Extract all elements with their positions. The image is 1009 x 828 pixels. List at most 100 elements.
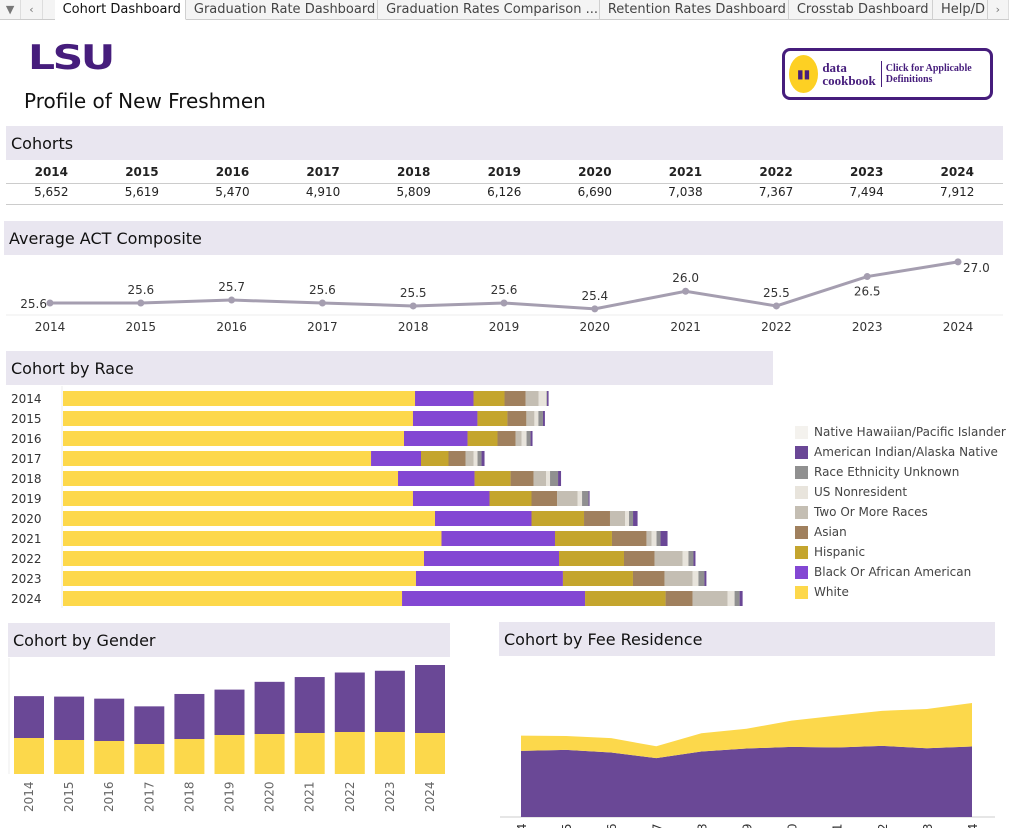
act-label-2018: 25.5 <box>400 286 427 300</box>
cohorts-header: Cohorts <box>6 126 1003 160</box>
race-y-tick-2017: 2017 <box>11 452 42 466</box>
gender-x-tick-2017: 2017 <box>142 781 156 812</box>
gender-x-tick-2023: 2023 <box>383 781 397 812</box>
race-bar-aian-2023 <box>704 571 707 586</box>
legend-label: White <box>814 585 849 599</box>
legend-item-two[interactable]: Two Or More Races <box>795 502 1006 522</box>
tab-crosstab[interactable]: Crosstab Dashboard <box>789 0 934 20</box>
race-y-tick-2015: 2015 <box>11 412 42 426</box>
legend-item-white[interactable]: White <box>795 582 1006 602</box>
tab-graduation-comparison[interactable]: Graduation Rates Comparison ... <box>378 0 600 20</box>
race-bar-nonres-2014 <box>538 391 547 406</box>
race-bar-hispanic-2023 <box>562 571 633 586</box>
cohort-count-2023: 7,494 <box>849 185 884 199</box>
race-bar-asian-2024 <box>665 591 693 606</box>
race-bar-nonres-2016 <box>521 431 527 446</box>
legend-item-aian[interactable]: American Indian/Alaska Native <box>795 442 1006 462</box>
cohort-count-2020: 6,690 <box>577 185 613 199</box>
tab-menu-icon[interactable]: ▼ <box>0 0 22 19</box>
race-bar-unknown-2016 <box>526 431 531 446</box>
gender-bar-purple-2019 <box>214 689 245 735</box>
race-bar-hispanic-2019 <box>489 491 532 506</box>
residence-area-chart: 2014 2015 2016 2017 2018 2019 2020 2021 2022 2023… <box>500 703 995 828</box>
residence-area-purple <box>521 745 972 817</box>
race-bar-nonres-2018 <box>546 471 551 486</box>
race-bar-aian-2024 <box>739 591 743 606</box>
race-bar-black-2019 <box>412 491 490 506</box>
legend-item-black[interactable]: Black Or African American <box>795 562 1006 582</box>
race-bar-white-2020 <box>63 511 436 526</box>
race-bar-asian-2017 <box>448 451 466 466</box>
legend-item-nonres[interactable]: US Nonresident <box>795 482 1006 502</box>
race-bar-two-2018 <box>533 471 547 486</box>
race-bar-asian-2020 <box>584 511 610 526</box>
legend-swatch <box>795 525 808 539</box>
legend-swatch <box>795 425 808 439</box>
race-bar-nonres-2015 <box>534 411 539 426</box>
race-bar-aian-2020 <box>633 511 638 526</box>
cohort-count-2024: 7,912 <box>940 185 975 199</box>
race-bar-asian-2023 <box>632 571 665 586</box>
race-y-tick-2023: 2023 <box>11 572 42 586</box>
gender-bar-purple-2014 <box>14 696 44 739</box>
tab-graduation-rate[interactable]: Graduation Rate Dashboard <box>186 0 379 20</box>
cohort-values-row: 5,652 5,619 5,470 4,910 5,809 6,126 6,690 7,038… <box>6 185 1003 205</box>
race-bar-asian-2018 <box>510 471 534 486</box>
act-x-tick-2019: 2019 <box>489 320 520 334</box>
race-legend: Native Hawaiian/Pacific Islander American… <box>795 422 1006 602</box>
residence-header: Cohort by Fee Residence <box>499 622 995 656</box>
residence-x-tick-2024: 2024 <box>966 823 980 828</box>
gender-x-tick-2018: 2018 <box>182 781 196 812</box>
tab-help[interactable]: Help/D <box>933 0 988 20</box>
race-bar-asian-2019 <box>531 491 558 506</box>
race-bar-nonres-2023 <box>692 571 699 586</box>
cohort-count-2021: 7,038 <box>668 185 703 199</box>
legend-item-asian[interactable]: Asian <box>795 522 1006 542</box>
race-bar-unknown-2022 <box>688 551 694 566</box>
act-x-tick-2017: 2017 <box>307 320 338 334</box>
race-y-tick-2024: 2024 <box>11 592 42 606</box>
act-point-2015 <box>137 299 145 307</box>
gender-x-tick-2022: 2022 <box>343 781 357 812</box>
race-bar-asian-2021 <box>611 531 647 546</box>
gender-bar-gold-2015 <box>54 739 85 774</box>
race-bar-unknown-2024 <box>734 591 740 606</box>
legend-item-nhpi[interactable]: Native Hawaiian/Pacific Islander <box>795 422 1006 442</box>
race-bar-asian-2016 <box>497 431 516 446</box>
tab-scroll-left-icon[interactable]: ‹ <box>21 0 43 19</box>
race-bar-black-2015 <box>412 411 478 426</box>
race-bar-nonres-2024 <box>727 591 735 606</box>
gender-x-tick-2020: 2020 <box>263 781 277 812</box>
gender-bar-purple-2018 <box>174 693 205 739</box>
race-bar-two-2019 <box>557 491 578 506</box>
race-header: Cohort by Race <box>6 351 773 385</box>
race-bar-two-2020 <box>609 511 626 526</box>
gender-bar-gold-2014 <box>14 738 44 774</box>
race-bar-aian-2017 <box>481 451 485 466</box>
race-bar-unknown-2018 <box>550 471 559 486</box>
race-bar-nonres-2017 <box>473 451 478 466</box>
legend-item-hispanic[interactable]: Hispanic <box>795 542 1006 562</box>
legend-label: Asian <box>814 525 847 539</box>
data-cookbook-link[interactable]: ▮▮ data cookbook Click for Applicable Def… <box>782 48 993 100</box>
cohort-year-2020: 2020 <box>578 165 612 179</box>
tab-cohort-dashboard[interactable]: Cohort Dashboard <box>54 0 186 20</box>
act-x-tick-2020: 2020 <box>580 320 611 334</box>
tab-scroll-right-icon[interactable]: › <box>988 0 1009 19</box>
legend-label: American Indian/Alaska Native <box>814 445 998 459</box>
cohort-year-2017: 2017 <box>306 165 340 179</box>
act-x-tick-2024: 2024 <box>943 320 974 334</box>
race-bar-two-2014 <box>525 391 539 406</box>
race-bar-black-2023 <box>415 571 563 586</box>
legend-item-unknown[interactable]: Race Ethnicity Unknown <box>795 462 1006 482</box>
residence-x-tick-2014: 2014 <box>515 823 529 828</box>
gender-bar-gold-2021 <box>294 733 325 774</box>
act-label-2014: 25.6 <box>20 297 47 311</box>
cookbook-line2: cookbook <box>822 73 876 88</box>
gender-bar-gold-2022 <box>334 731 365 774</box>
race-bar-unknown-2014 <box>546 391 548 406</box>
tab-retention[interactable]: Retention Rates Dashboard <box>600 0 789 20</box>
cohort-count-2022: 7,367 <box>758 185 794 199</box>
race-bar-asian-2022 <box>623 551 655 566</box>
race-bar-white-2019 <box>63 491 413 506</box>
